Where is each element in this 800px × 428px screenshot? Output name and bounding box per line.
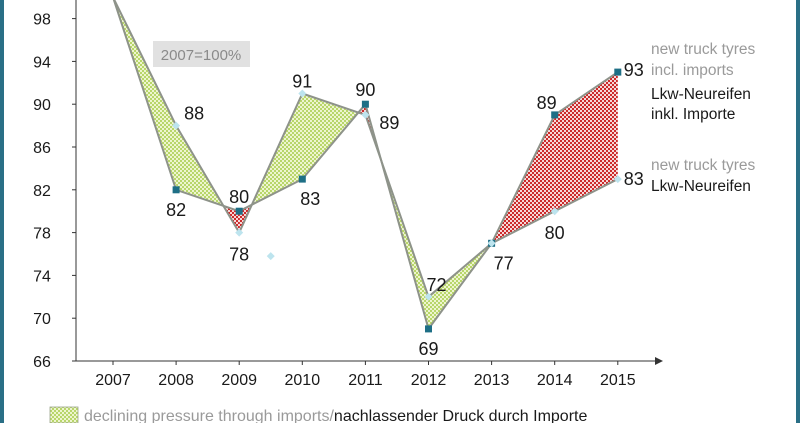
- fill-increase: [554, 72, 618, 212]
- data-label-incl-imports: 80: [229, 187, 249, 207]
- note-box: 2007=100%: [153, 41, 250, 67]
- y-tick-label: 82: [33, 183, 51, 200]
- data-label-incl-imports: 89: [537, 93, 557, 113]
- marker-incl-imports: [614, 68, 622, 76]
- x-tick-label: 2010: [285, 372, 321, 389]
- data-label-incl-imports: 77: [494, 253, 514, 273]
- data-label-incl-imports: 90: [355, 80, 375, 100]
- bottom-legend-sep: /: [329, 408, 334, 423]
- y-tick-label: 86: [33, 140, 51, 157]
- x-tick-label: 2012: [411, 372, 447, 389]
- x-tick-label: 2014: [537, 372, 573, 389]
- data-label-new-tyres: 80: [545, 223, 565, 243]
- marker-incl-imports: [172, 186, 180, 194]
- x-tick-label: 2013: [474, 372, 510, 389]
- x-tick-label: 2011: [348, 372, 383, 389]
- data-label-new-tyres: 83: [624, 169, 644, 189]
- x-axis-arrow: [655, 357, 663, 365]
- bottom-legend-swatch: [49, 406, 79, 424]
- legend-incl-de-line2: inkl. Importe: [651, 106, 735, 123]
- data-label-new-tyres: 89: [379, 113, 399, 133]
- note-text: 2007=100%: [161, 47, 242, 64]
- frame-left-border: [0, 0, 4, 423]
- legend-base-de: Lkw-Neureifen: [651, 178, 751, 195]
- y-tick-label: 98: [33, 12, 51, 29]
- x-tick-label: 2009: [221, 372, 257, 389]
- marker-new-tyres: [424, 292, 433, 301]
- marker-new-tyres: [361, 110, 370, 119]
- marker-new-tyres: [172, 121, 181, 130]
- legend-incl-de-line1: Lkw-Neureifen: [651, 86, 751, 103]
- legend-base-en: new truck tyres: [651, 157, 755, 174]
- marker-incl-imports: [551, 111, 559, 119]
- data-label-incl-imports: 93: [624, 60, 644, 80]
- fill-decline: [302, 93, 359, 180]
- series-markers: [172, 68, 622, 333]
- x-tick-label: 2015: [600, 372, 636, 389]
- data-label-new-tyres: 72: [426, 275, 446, 295]
- data-label-incl-imports: 82: [166, 200, 186, 220]
- y-tick-label: 74: [33, 268, 51, 285]
- legend-incl-en-line2: incl. imports: [651, 62, 734, 79]
- marker-new-tyres: [550, 207, 559, 216]
- marker-new-tyres: [235, 228, 244, 237]
- legend: new truck tyres incl. imports Lkw-Neurei…: [651, 41, 755, 195]
- y-tick-label: 70: [33, 311, 51, 328]
- marker-incl-imports: [425, 325, 432, 333]
- x-tick-label: 2007: [95, 372, 131, 389]
- data-label-incl-imports: 83: [300, 189, 320, 209]
- data-labels: 82 80 83 90 69 77 89 93 88 78 91 89 72 80 83: [166, 60, 644, 359]
- axes: 66 70 74 78 82 86 90 94 98 2007 2008 2009 2010 2011 20…: [33, 0, 663, 389]
- marker-new-tyres: [487, 239, 496, 248]
- marker-incl-imports: [361, 100, 369, 108]
- y-tick-label: 66: [33, 354, 51, 371]
- x-tick-label: 2008: [158, 372, 194, 389]
- legend-incl-en-line1: new truck tyres: [651, 41, 755, 58]
- bottom-legend-en: declining pressure through imports: [84, 408, 329, 423]
- y-tick-label: 78: [33, 226, 51, 243]
- marker-incl-imports: [298, 175, 306, 183]
- y-tick-label: 94: [33, 54, 51, 71]
- data-label-new-tyres: 88: [184, 104, 204, 124]
- bottom-legend-text: declining pressure through imports/nachl…: [84, 408, 587, 423]
- bottom-legend-de: nachlassender Druck durch Importe: [334, 408, 588, 423]
- frame-right-border: [796, 0, 800, 423]
- bottom-legend: declining pressure through imports/nachl…: [49, 406, 587, 425]
- data-label-incl-imports: 69: [418, 339, 438, 359]
- marker-stray: [266, 252, 275, 261]
- marker-new-tyres: [298, 89, 307, 98]
- data-label-new-tyres: 78: [229, 245, 249, 265]
- y-tick-label: 90: [33, 97, 51, 114]
- marker-new-tyres: [613, 175, 622, 184]
- marker-incl-imports: [235, 207, 243, 215]
- data-label-new-tyres: 91: [292, 72, 312, 92]
